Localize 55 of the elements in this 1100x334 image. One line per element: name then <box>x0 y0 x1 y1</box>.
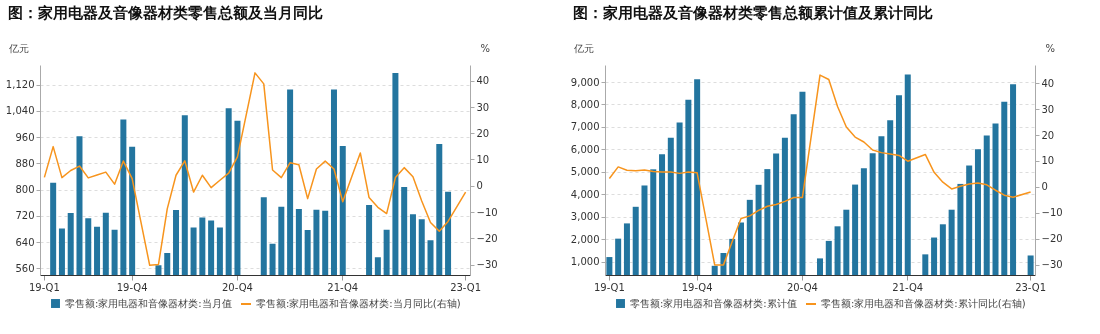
x-tick-label: 19-Q1 <box>28 281 60 293</box>
chart-title: 图：家用电器及音像器材类零售总额及当月同比 <box>8 4 323 22</box>
legend-label: 零售额:家用电器和音像器材类:当月同比(右轴) <box>256 298 461 309</box>
legend-label: 零售额:家用电器和音像器材类:累计同比(右轴) <box>821 298 1026 309</box>
y-tick-label: 4,000 <box>570 188 600 200</box>
y2-tick-label: 10 <box>476 154 490 165</box>
x-tick-label: 19-Q4 <box>116 281 148 293</box>
line-series <box>43 72 467 267</box>
y-tick-label: 560 <box>15 262 35 274</box>
y-axis-title: 亿元 <box>7 42 29 54</box>
y-tick-label: 880 <box>15 157 35 169</box>
y2-tick-label: −30 <box>476 259 498 270</box>
legend-label: 零售额:家用电器和音像器材类:累计值 <box>630 297 797 309</box>
y-tick-label: 2,000 <box>570 233 600 245</box>
line-series <box>608 74 1032 266</box>
y-axis-title: 亿元 <box>572 42 594 54</box>
y2-tick-label: 40 <box>476 75 490 87</box>
y2-tick-label: 0 <box>476 180 483 192</box>
y2-tick-label: 30 <box>476 101 490 113</box>
y-tick-label: 640 <box>15 236 35 248</box>
x-tick-label: 23-Q1 <box>1015 281 1047 293</box>
y-tick-label: 1,120 <box>5 79 35 91</box>
y2-tick-label: −20 <box>476 232 498 244</box>
y-tick-label: 3,000 <box>570 211 600 223</box>
y-tick-label: 960 <box>15 131 35 143</box>
y2-tick-label: −10 <box>476 206 498 218</box>
y2-tick-label: −10 <box>1041 207 1063 219</box>
y-tick-label: 5,000 <box>570 166 600 178</box>
y-tick-label: 8,000 <box>570 98 600 110</box>
y-tick-label: 800 <box>15 184 35 196</box>
y-tick-label: 1,000 <box>570 256 600 268</box>
y-tick-label: 6,000 <box>570 143 600 155</box>
chart-title: 图：家用电器及音像器材类零售总额累计值及累计同比 <box>573 4 933 22</box>
x-tick-label: 20-Q4 <box>786 281 818 293</box>
legend-label: 零售额:家用电器和音像器材类:当月值 <box>65 297 232 309</box>
y2-tick-label: −30 <box>1041 259 1063 271</box>
y2-tick-label: 20 <box>1041 129 1055 141</box>
x-tick-label: 19-Q4 <box>681 281 713 293</box>
y-tick-label: 1,040 <box>5 105 35 117</box>
y2-tick-label: 30 <box>1041 103 1055 115</box>
y2-tick-label: 10 <box>1041 155 1055 167</box>
x-tick-label: 21-Q4 <box>327 281 359 293</box>
x-tick-label: 19-Q1 <box>593 281 625 293</box>
x-tick-label: 20-Q4 <box>221 281 253 293</box>
y2-axis-title: % <box>1045 42 1056 54</box>
y-tick-label: 9,000 <box>570 76 600 88</box>
y2-tick-label: 20 <box>476 127 490 139</box>
y2-tick-label: 0 <box>1041 181 1048 193</box>
y2-tick-label: −20 <box>1041 233 1063 245</box>
x-tick-label: 21-Q4 <box>892 281 924 293</box>
y-tick-label: 720 <box>15 210 35 222</box>
x-tick-label: 23-Q1 <box>450 281 482 293</box>
y2-tick-label: 40 <box>1041 77 1055 89</box>
y2-axis-title: % <box>480 42 491 54</box>
y-tick-label: 7,000 <box>570 121 600 133</box>
